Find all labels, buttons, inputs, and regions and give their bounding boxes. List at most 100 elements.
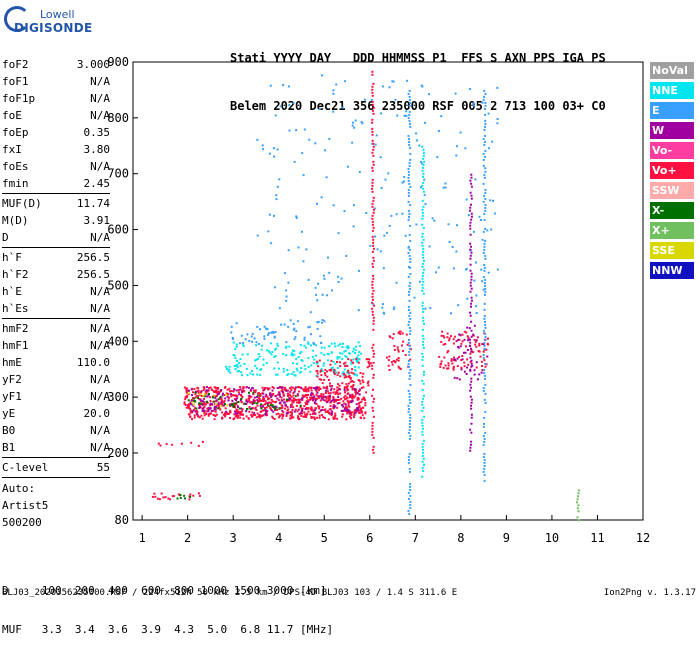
echo-point (296, 362, 299, 365)
echo-point (338, 384, 341, 387)
echo-point (408, 164, 411, 167)
echo-point (397, 365, 400, 368)
echo-point (203, 405, 206, 408)
echo-point (185, 390, 188, 393)
echo-point (207, 414, 210, 417)
x-tick-label: 12 (636, 531, 650, 545)
echo-point (470, 362, 473, 365)
echo-point (285, 289, 288, 292)
echo-point (214, 415, 217, 417)
echo-point (180, 442, 183, 445)
echo-point (196, 386, 199, 389)
echo-point (191, 418, 193, 421)
echo-point (326, 390, 329, 393)
echo-point (330, 400, 333, 403)
echo-point (443, 336, 446, 339)
echo-point (217, 407, 220, 410)
echo-point (466, 349, 469, 351)
echo-point (415, 132, 418, 135)
echo-point (326, 352, 329, 355)
echo-point (409, 416, 412, 419)
echo-point (162, 496, 165, 499)
echo-point (303, 394, 306, 397)
echo-point (371, 202, 374, 205)
echo-point (473, 338, 476, 341)
echo-point (409, 332, 411, 335)
echo-point (316, 327, 319, 330)
echo-point (405, 333, 408, 336)
echo-point (248, 406, 251, 408)
param-label: fmin (2, 177, 29, 190)
echo-point (408, 347, 411, 350)
echo-point (311, 355, 314, 358)
echo-point (256, 138, 259, 141)
param-value: 3.000 (76, 58, 110, 71)
param-label: B0 (2, 424, 16, 437)
echo-point (407, 455, 410, 458)
echo-point (324, 368, 327, 371)
echo-point (322, 274, 325, 277)
echo-point (336, 389, 339, 392)
echo-point (203, 397, 205, 400)
echo-point (305, 403, 308, 406)
echo-point (297, 401, 300, 403)
echo-point (325, 389, 327, 392)
echo-point (452, 368, 455, 371)
echo-point (483, 467, 486, 470)
echo-point (339, 388, 341, 391)
echo-point (450, 358, 453, 361)
echo-point (422, 187, 425, 190)
echo-point (408, 89, 411, 92)
echo-point (360, 410, 363, 413)
echo-point (422, 271, 425, 274)
echo-point (421, 445, 424, 448)
echo-point (484, 377, 486, 380)
echo-point (496, 118, 499, 120)
echo-point (408, 512, 411, 515)
echo-point (200, 402, 203, 405)
header-values: Belem 2020 Dec21 356 235000 RSF 005 2 71… (230, 99, 606, 113)
echo-point (189, 415, 192, 418)
echo-point (470, 275, 473, 278)
echo-point (421, 217, 424, 220)
echo-point (373, 397, 375, 400)
echo-point (318, 386, 321, 389)
echo-point (415, 223, 418, 226)
echo-point (371, 250, 374, 253)
echo-point (266, 395, 269, 398)
echo-point (442, 186, 445, 189)
echo-point (250, 335, 253, 338)
echo-point (482, 389, 485, 392)
echo-point (251, 340, 254, 343)
echo-point (299, 404, 302, 407)
echo-point (392, 80, 395, 83)
echo-point (224, 386, 227, 388)
echo-point (271, 415, 274, 418)
echo-point (470, 185, 473, 188)
echo-point (422, 268, 425, 271)
echo-point (475, 361, 478, 364)
echo-point (483, 347, 486, 350)
echo-point (272, 392, 275, 395)
echo-point (408, 95, 411, 98)
echo-point (422, 166, 424, 169)
echo-point (346, 365, 349, 367)
echo-point (469, 263, 472, 266)
param-label: hmE (2, 356, 22, 369)
echo-point (310, 416, 313, 419)
echo-point (192, 403, 195, 406)
echo-point (387, 172, 390, 175)
echo-point (360, 352, 363, 355)
echo-point (482, 343, 485, 346)
echo-point (469, 360, 472, 363)
echo-point (484, 119, 487, 122)
echo-point (201, 407, 204, 410)
echo-point (206, 407, 209, 410)
echo-point (372, 274, 375, 277)
echo-point (296, 401, 298, 404)
echo-point (361, 398, 364, 401)
echo-point (372, 142, 375, 145)
echo-point (344, 361, 347, 364)
echo-point (237, 370, 240, 372)
echo-point (357, 411, 360, 414)
